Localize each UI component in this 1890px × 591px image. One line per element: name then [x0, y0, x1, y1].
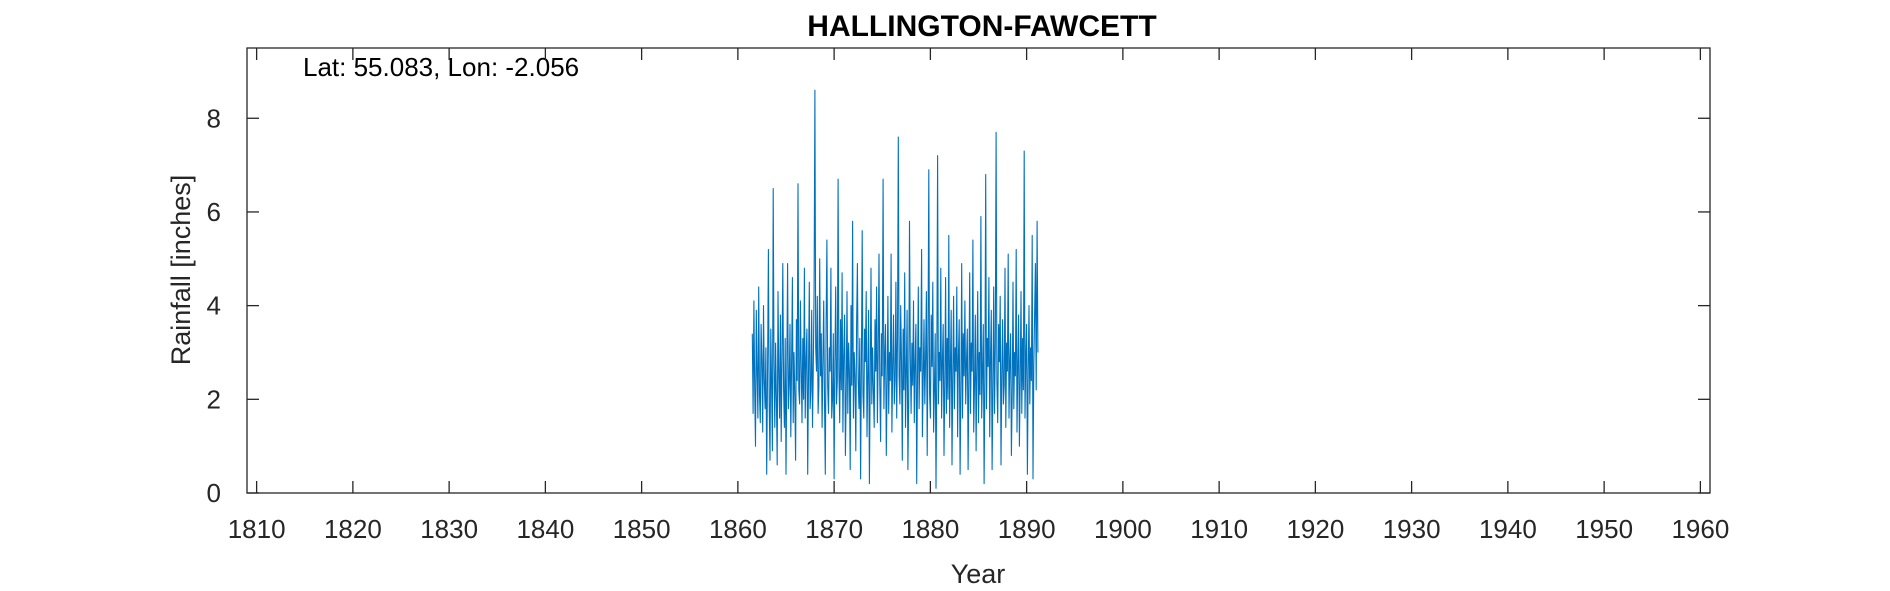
- rainfall-series-line: [751, 89, 1039, 489]
- x-tick-label: 1940: [1479, 514, 1537, 544]
- x-tick-label: 1910: [1190, 514, 1248, 544]
- location-annotation: Lat: 55.083, Lon: -2.056: [303, 52, 579, 82]
- x-axis-label: Year: [951, 559, 1006, 589]
- x-tick-label: 1830: [420, 514, 478, 544]
- x-tick-label: 1840: [516, 514, 574, 544]
- y-tick-label: 2: [207, 384, 221, 414]
- x-tick-label: 1860: [709, 514, 767, 544]
- x-tick-label: 1810: [228, 514, 286, 544]
- x-tick-label: 1930: [1383, 514, 1441, 544]
- x-tick-label: 1900: [1094, 514, 1152, 544]
- y-tick-label: 8: [207, 103, 221, 133]
- y-tick-label: 6: [207, 197, 221, 227]
- x-tick-label: 1820: [324, 514, 382, 544]
- y-axis-label: Rainfall [inches]: [166, 175, 196, 366]
- series-group: [751, 89, 1039, 489]
- y-axis: 0 2 4 6 8: [207, 103, 1710, 508]
- x-tick-label: 1890: [998, 514, 1056, 544]
- chart-title: HALLINGTON-FAWCETT: [807, 10, 1156, 43]
- x-axis: 1810 1820 1830 1840 1850 1860 1870 1880 1890 1900…: [228, 48, 1729, 544]
- plot-area: [246, 47, 1711, 494]
- x-tick-label: 1880: [901, 514, 959, 544]
- x-tick-label: 1870: [805, 514, 863, 544]
- y-tick-label: 0: [207, 478, 221, 508]
- x-tick-label: 1950: [1575, 514, 1633, 544]
- y-tick-label: 4: [207, 291, 221, 321]
- x-tick-label: 1850: [613, 514, 671, 544]
- x-tick-label: 1960: [1671, 514, 1729, 544]
- x-tick-label: 1920: [1286, 514, 1344, 544]
